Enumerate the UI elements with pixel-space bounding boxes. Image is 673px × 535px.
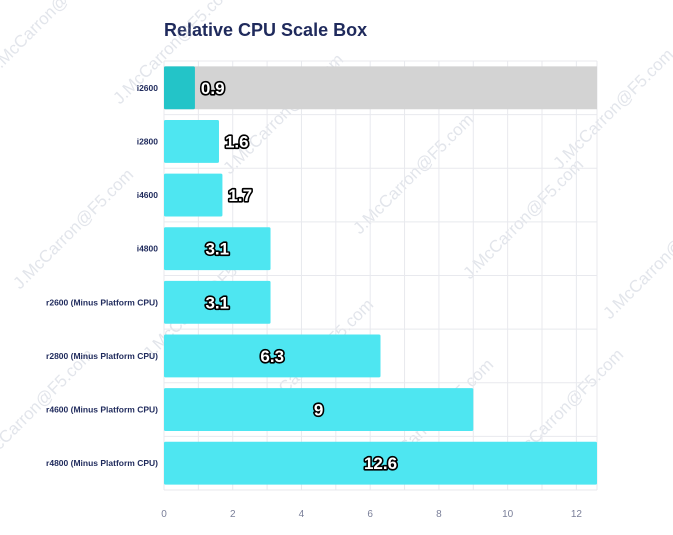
data-label: 1.7 [228,186,252,205]
category-label: r4600 (Minus Platform CPU) [46,405,158,415]
bar-2 [164,119,219,163]
watermark-text: J.McCarron@F5.com [599,195,673,323]
bar-7 [164,388,474,432]
x-tick-label: 2 [230,509,236,520]
data-label: 6.3 [260,347,284,366]
watermark-text: J.McCarron@F5.com [9,165,137,293]
data-label: 3.1 [205,240,229,259]
data-label: 3.1 [205,293,229,312]
data-label: 0.9 [201,79,225,98]
category-label: i4800 [137,244,159,254]
x-tick-label: 0 [161,509,167,520]
x-tick-label: 6 [367,509,373,520]
x-axis-ticks: 0 2 4 6 8 10 12 [161,509,582,520]
category-label: r2600 (Minus Platform CPU) [46,297,158,307]
bar-1 [164,66,195,110]
bar-8 [164,441,597,485]
data-label: 1.6 [225,132,249,151]
bar-3 [164,173,223,217]
category-label: i4600 [137,190,159,200]
bars [164,66,597,485]
watermark-text: J.McCarron@F5.com [0,0,112,78]
x-tick-label: 12 [571,509,583,520]
x-tick-label: 8 [436,509,442,520]
x-tick-label: 10 [502,509,514,520]
data-labels: 0.9 1.6 1.7 3.1 3.1 6.3 9 12.6 [199,77,398,475]
category-labels: i2600 i2800 i4600 i4800 r2600 (Minus Platfor… [46,83,158,468]
data-label: 9 [314,401,323,420]
category-label: r4800 (Minus Platform CPU) [46,458,158,468]
category-label: i2800 [137,136,159,146]
category-label: r2800 (Minus Platform CPU) [46,351,158,361]
watermark-text: J.McCarron@F5.com [349,110,477,238]
watermark-text: J.McCarron@F5.com [459,155,587,283]
data-label: 12.6 [364,454,397,473]
highlight-background [164,66,597,110]
bar-5 [164,280,271,324]
bar-6 [164,334,381,378]
chart-title: Relative CPU Scale Box [164,20,368,40]
x-tick-label: 4 [299,509,305,520]
bar-4 [164,227,271,271]
category-label: i2600 [137,83,159,93]
